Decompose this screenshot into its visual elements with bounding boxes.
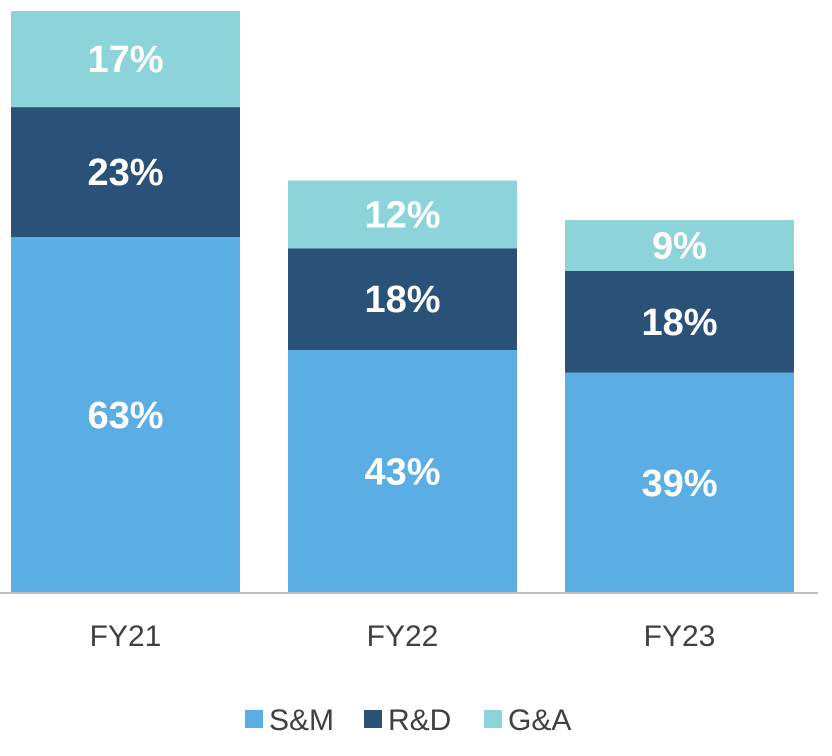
bar-fy22-rd bbox=[288, 248, 517, 351]
data-label-fy21-rd: 23% bbox=[87, 152, 163, 194]
bar-fy22-ga bbox=[288, 180, 517, 249]
bar-fy21-ga bbox=[11, 11, 240, 108]
category-label-fy21: FY21 bbox=[90, 620, 162, 653]
legend-swatch-ga bbox=[484, 710, 502, 728]
data-label-fy21-ga: 17% bbox=[87, 39, 163, 81]
bar-fy23-sm bbox=[565, 372, 794, 593]
legend-label-ga: G&A bbox=[508, 704, 571, 737]
bar-fy21-rd bbox=[11, 107, 240, 238]
legend-swatch-rd bbox=[364, 710, 382, 728]
legend-label-rd: R&D bbox=[388, 704, 451, 737]
category-axis-labels: FY21 FY22 FY23 bbox=[90, 620, 716, 653]
data-label-fy21-sm: 63% bbox=[87, 395, 163, 437]
category-label-fy23: FY23 bbox=[644, 620, 716, 653]
category-label-fy22: FY22 bbox=[367, 620, 439, 653]
bar-fy21-sm bbox=[11, 237, 240, 594]
data-label-fy23-ga: 9% bbox=[652, 226, 707, 268]
bar-fy23-ga bbox=[565, 220, 794, 271]
data-label-fy23-rd: 18% bbox=[641, 302, 717, 344]
legend: S&M R&D G&A bbox=[245, 704, 571, 737]
legend-swatch-sm bbox=[245, 710, 263, 728]
data-label-fy22-rd: 18% bbox=[364, 279, 440, 321]
data-label-fy23-sm: 39% bbox=[641, 463, 717, 505]
plot-area: 63% 23% 17% 43% 18% 12% 39% 18% 9% bbox=[11, 11, 794, 594]
data-label-fy22-sm: 43% bbox=[364, 452, 440, 494]
legend-label-sm: S&M bbox=[269, 704, 334, 737]
bar-fy22-sm bbox=[288, 350, 517, 593]
bar-fy23-rd bbox=[565, 270, 794, 373]
data-label-fy22-ga: 12% bbox=[364, 194, 440, 236]
